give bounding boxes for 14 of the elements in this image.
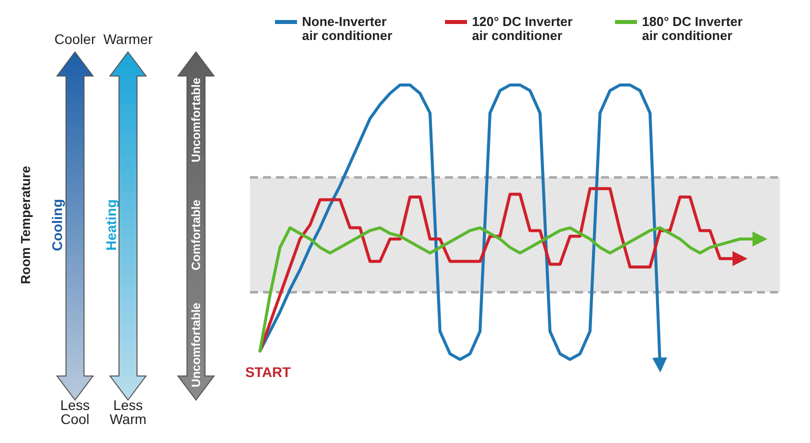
text: Heating (103, 199, 119, 251)
text: Uncomfortable (189, 77, 203, 162)
legend-label: 180° DC Inverter air conditioner (642, 14, 743, 43)
legend-label: 120° DC Inverter air conditioner (472, 14, 573, 43)
annotation: START (245, 364, 292, 380)
text: Less Warm (110, 397, 146, 427)
text: Uncomfortable (189, 302, 203, 388)
text: Cooling (49, 198, 65, 252)
text: Less Cool (60, 397, 90, 427)
text: Warmer (103, 31, 153, 47)
text: Comfortable (189, 199, 203, 270)
text: Cooler (54, 31, 96, 47)
text: Room Temperature (18, 166, 33, 284)
legend-label: None-Inverter air conditioner (302, 14, 392, 43)
